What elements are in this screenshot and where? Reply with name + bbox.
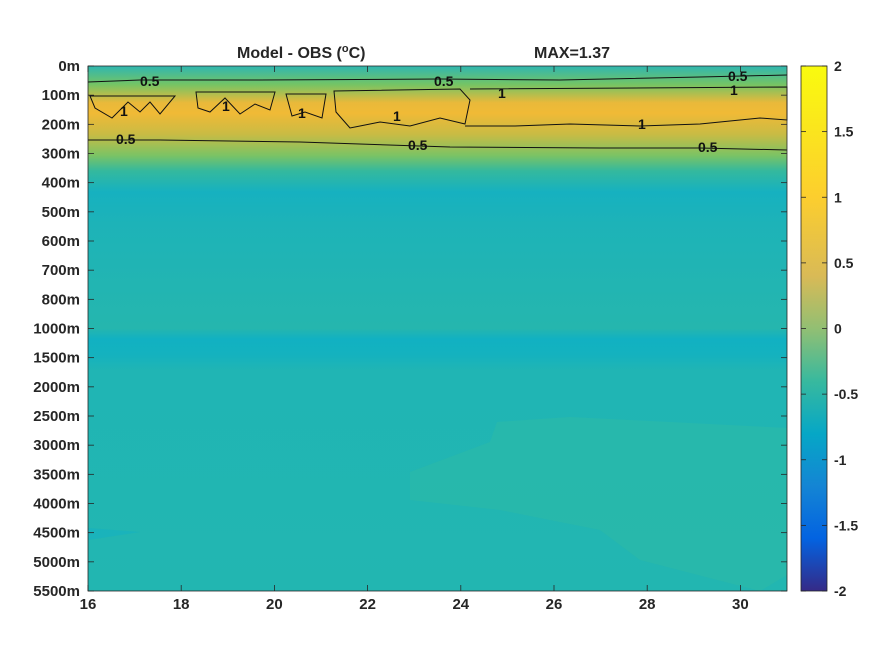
- contour-1-d: [333, 88, 471, 129]
- y-tick-label: 600m: [42, 233, 80, 250]
- y-tick-label: 3500m: [33, 466, 80, 483]
- contour-0.5-lower: [88, 139, 788, 151]
- contour-label: 1: [120, 103, 128, 119]
- x-axis: 16 18 20 22 24 26 28 30: [80, 66, 749, 613]
- y-tick-label: 2500m: [33, 408, 80, 425]
- y-tick-label: 4000m: [33, 496, 80, 513]
- deep-cool-patch: [88, 528, 140, 540]
- y-tick-label: 500m: [42, 204, 80, 221]
- x-tick-label: 24: [452, 596, 469, 613]
- y-tick-label: 100m: [42, 87, 80, 104]
- colorbar-tick-label: -1.5: [834, 517, 858, 533]
- chart-title: Model - OBS (oC): [237, 43, 366, 62]
- colorbar-tick-label: -2: [834, 583, 847, 599]
- deep-warm-region: [410, 417, 787, 591]
- y-tick-label: 1500m: [33, 350, 80, 367]
- y-tick-label: 4500m: [33, 525, 80, 542]
- contour-label: 1: [222, 98, 230, 114]
- y-tick-label: 700m: [42, 262, 80, 279]
- y-tick-label: 0m: [58, 58, 80, 75]
- title-superscript: o: [342, 43, 349, 55]
- contour-label: 0.5: [140, 73, 160, 89]
- colorbar-tick-label: 0.5: [834, 255, 854, 271]
- contour-0.5-upper: [87, 74, 788, 83]
- contour-1-a: [89, 95, 177, 119]
- contour-1-b: [195, 91, 276, 115]
- x-tick-label: 20: [266, 596, 283, 613]
- colorbar-tick-label: -0.5: [834, 386, 858, 402]
- x-tick-label: 22: [359, 596, 376, 613]
- x-tick-label: 28: [639, 596, 656, 613]
- contour-label: 0.5: [408, 137, 428, 153]
- contour-label: 1: [298, 105, 306, 121]
- contour-label: 0.5: [434, 73, 454, 89]
- y-axis: 0m 100m 200m 300m 400m 500m 600m 700m 800m 1000m 1…: [33, 58, 787, 600]
- y-tick-label: 5000m: [33, 554, 80, 571]
- title-unit: C): [349, 45, 366, 62]
- contour-label: 1: [638, 116, 646, 132]
- colorbar-tick-label: 1.5: [834, 124, 854, 140]
- colorbar-axis: 2 1.5 1 0.5 0 -0.5 -1 -1.5 -2: [801, 58, 858, 599]
- contour-label: 1: [730, 82, 738, 98]
- y-tick-label: 300m: [42, 146, 80, 163]
- colorbar-tick-label: 1: [834, 189, 842, 205]
- contour-lines: [87, 74, 788, 151]
- contour-label-group: 0.5 0.5 0.5 1 1 1 1 1 1 1 0.5 0.5 0.5: [116, 68, 748, 155]
- colorbar-tick-label: 0: [834, 321, 842, 337]
- contour-label: 1: [393, 108, 401, 124]
- title-text: Model - OBS (: [237, 45, 343, 62]
- colorbar-tick-label: 2: [834, 58, 842, 74]
- y-tick-label: 200m: [42, 116, 80, 133]
- x-tick-label: 16: [80, 596, 97, 613]
- y-tick-label: 800m: [42, 291, 80, 308]
- y-tick-label: 400m: [42, 175, 80, 192]
- max-label: MAX=1.37: [534, 45, 610, 62]
- x-tick-label: 26: [546, 596, 563, 613]
- y-tick-label: 2000m: [33, 379, 80, 396]
- contour-label: 0.5: [728, 68, 748, 84]
- contour-label: 1: [498, 85, 506, 101]
- contour-label: 0.5: [698, 139, 718, 155]
- y-tick-label: 3000m: [33, 437, 80, 454]
- contour-1-c: [285, 93, 327, 119]
- x-tick-label: 18: [173, 596, 190, 613]
- y-tick-label: 5500m: [33, 583, 80, 600]
- y-tick-label: 1000m: [33, 321, 80, 338]
- colorbar-tick-label: -1: [834, 452, 847, 468]
- contour-label: 0.5: [116, 131, 136, 147]
- x-tick-label: 30: [732, 596, 749, 613]
